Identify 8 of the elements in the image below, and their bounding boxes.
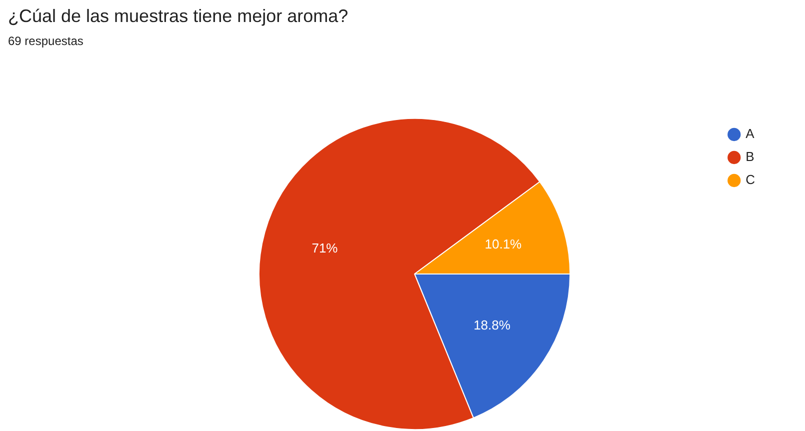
data-label: 71% [312,240,338,256]
legend-label: C [746,172,755,188]
text: 69 respuestas [8,34,84,48]
data-label: 18.8% [474,318,511,333]
data-label: 10.1% [484,236,522,252]
legend-label: A [746,126,755,142]
legend-label: B [746,149,754,164]
chart-title: ¿Cúal de las muestras tiene mejor aroma? [8,6,348,27]
